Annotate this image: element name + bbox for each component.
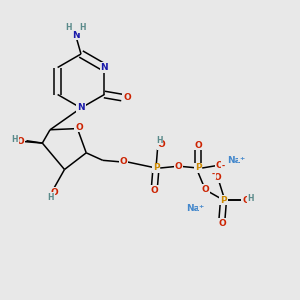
- Text: H: H: [156, 136, 163, 145]
- Text: N: N: [72, 31, 80, 40]
- Text: H: H: [15, 135, 21, 144]
- Text: +: +: [198, 205, 204, 209]
- Text: H: H: [48, 193, 54, 202]
- Text: Na: Na: [227, 156, 241, 165]
- Text: O: O: [214, 173, 221, 182]
- Text: Na: Na: [187, 204, 200, 213]
- Text: O: O: [50, 188, 58, 197]
- Text: N: N: [100, 63, 108, 72]
- Text: P: P: [153, 164, 159, 172]
- Text: H: H: [11, 135, 18, 144]
- Text: O: O: [202, 185, 209, 194]
- Text: O: O: [151, 186, 158, 195]
- Text: -: -: [212, 169, 215, 178]
- Text: H: H: [65, 23, 71, 32]
- Text: O: O: [17, 137, 25, 146]
- Text: P: P: [220, 196, 227, 205]
- Text: N: N: [77, 103, 85, 112]
- Text: O: O: [16, 136, 24, 145]
- Text: O: O: [194, 141, 202, 150]
- Text: P: P: [195, 164, 201, 172]
- Text: O: O: [216, 161, 224, 170]
- Text: O: O: [75, 123, 83, 132]
- Text: H: H: [13, 136, 20, 145]
- Text: O: O: [242, 196, 250, 205]
- Text: O: O: [120, 157, 127, 166]
- Text: O: O: [175, 162, 182, 171]
- Text: O: O: [158, 140, 165, 149]
- Text: O: O: [123, 93, 131, 102]
- Text: H: H: [79, 23, 86, 32]
- Text: -: -: [249, 197, 252, 206]
- Text: O: O: [242, 196, 250, 205]
- Text: +: +: [239, 157, 244, 161]
- Text: H: H: [247, 194, 254, 203]
- Text: O: O: [218, 219, 226, 228]
- Text: -: -: [222, 162, 225, 171]
